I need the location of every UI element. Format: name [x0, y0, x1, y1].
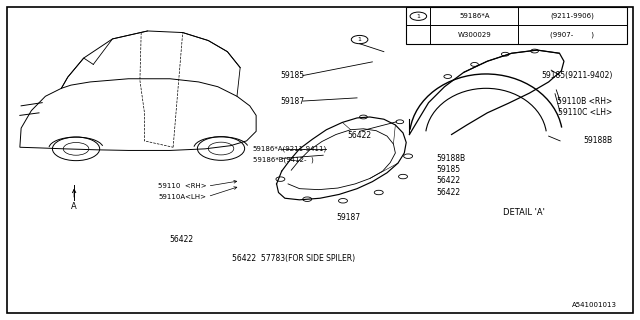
Text: 59186*A: 59186*A [459, 13, 490, 19]
Text: 59110B <RH>: 59110B <RH> [557, 97, 612, 106]
Text: 59185: 59185 [280, 71, 304, 80]
Text: W300029: W300029 [458, 32, 491, 37]
Text: 59186*B(9412-  ): 59186*B(9412- ) [253, 157, 314, 163]
Text: 56422: 56422 [436, 188, 460, 197]
Text: 1: 1 [358, 37, 362, 42]
Text: (9907-        ): (9907- ) [550, 31, 595, 38]
Bar [406, 7, 627, 44]
Text: 56422: 56422 [170, 235, 193, 244]
Text: 59110C <LH>: 59110C <LH> [558, 108, 612, 117]
Text: A541001013: A541001013 [572, 302, 617, 308]
Text: 59185(9211-9402): 59185(9211-9402) [541, 71, 612, 80]
Text: 56422: 56422 [436, 176, 460, 185]
Text: 59186*A(9211-9411): 59186*A(9211-9411) [253, 146, 327, 152]
Text: 56422: 56422 [348, 131, 372, 140]
Text: 59110  <RH>: 59110 <RH> [157, 183, 206, 189]
Text: 59110A<LH>: 59110A<LH> [158, 194, 206, 200]
Text: 59185: 59185 [436, 165, 460, 174]
Text: 59188B: 59188B [436, 154, 465, 163]
Text: 59187: 59187 [280, 97, 304, 106]
Text: 56422  57783(FOR SIDE SPILER): 56422 57783(FOR SIDE SPILER) [232, 254, 355, 263]
Text: 1: 1 [417, 14, 420, 19]
Text: 59188B: 59188B [583, 136, 612, 145]
Text: 59187: 59187 [337, 213, 361, 222]
Text: DETAIL 'A': DETAIL 'A' [504, 208, 545, 217]
Text: A: A [71, 202, 77, 211]
Text: (9211-9906): (9211-9906) [550, 13, 594, 20]
